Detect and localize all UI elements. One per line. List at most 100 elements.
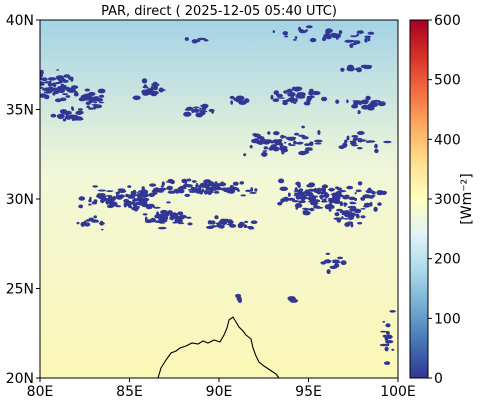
cloud-mask-patch [160,185,164,188]
cloud-mask-patch [169,217,175,220]
cloud-mask-patch [332,259,340,262]
cloud-mask-patch [142,86,149,89]
cloud-mask-patch [365,95,371,101]
cloud-mask-patch [177,211,184,216]
cloud-mask-patch [78,196,86,201]
cloud-mask-patch [328,208,332,212]
cloud-mask-patch [262,150,268,152]
cloud-mask-patch [84,88,91,92]
cloud-mask-patch [105,199,109,205]
cloud-mask-patch [348,196,356,201]
cloud-mask-patch [292,39,297,41]
cloud-mask-patch [220,218,226,222]
cloud-mask-patch [125,193,129,198]
cloud-mask-patch [391,348,395,351]
cloud-mask-patch [97,88,106,94]
cloud-mask-patch [325,28,333,34]
cloud-mask-patch [347,213,355,219]
y-tick-label: 25N [6,282,34,298]
cloud-mask-patch [367,31,375,35]
cloud-mask-patch [54,98,62,103]
cloud-mask-patch [357,181,363,186]
cloud-mask-patch [128,205,133,209]
cloud-mask-patch [343,202,348,206]
cloud-mask-patch [53,87,58,92]
cloud-mask-patch [284,35,289,38]
cloud-mask-patch [141,78,148,84]
x-axis: 80E 85E 90E 95E 100E [27,378,416,400]
cloud-mask-patch [288,92,296,97]
cloud-mask-patch [178,214,187,219]
cloud-mask-patch [92,185,98,188]
cloud-mask-patch [304,143,311,147]
cloud-mask-patch [316,190,321,195]
cloud-mask-patch [78,110,84,115]
cloud-mask-patch [297,200,306,204]
cloud-mask-patch [69,114,77,118]
cloud-mask-patch [279,146,283,151]
cloud-mask-patch [244,220,249,223]
cloud-mask-patch [85,223,89,226]
cloud-mask-patch [63,84,67,88]
cloud-mask-patch [346,135,350,141]
cloud-mask-patch [357,222,363,225]
cloud-mask-patch [356,67,362,73]
cloud-mask-patch [218,224,225,229]
cloud-mask-patch [321,184,329,189]
cloud-mask-patch [332,260,341,264]
cloud-mask-patch [29,87,36,90]
cloud-mask-patch [93,104,97,110]
cloud-mask-patch [243,153,247,157]
cloud-mask-patch [350,35,358,38]
cloud-mask-patch [40,81,45,86]
cloud-mask-patch [342,218,350,220]
cloud-mask-patch [50,113,57,118]
cloud-mask-patch [337,256,343,260]
cloud-mask-patch [70,76,74,82]
cloud-mask-patch [106,190,114,193]
cloud-mask-patch [367,37,371,42]
colorbar-tick-label: 300 [434,192,461,208]
cloud-mask-patch [296,197,303,200]
cloud-mask-patch [243,224,248,228]
cloud-mask-patch [270,94,274,100]
cloud-mask-patch [157,226,167,230]
cloud-mask-patch [296,143,303,145]
cloud-mask-patch [314,195,318,198]
cloud-mask-patch [277,97,285,99]
cloud-mask-patch [167,210,173,215]
cloud-mask-patch [353,40,361,44]
cloud-mask-patch [141,203,150,208]
cloud-mask-patch [290,95,294,98]
cloud-mask-patch [314,142,322,145]
cloud-mask-patch [280,134,285,139]
cloud-mask-patch [99,220,104,226]
cloud-mask-patch [257,136,265,140]
cloud-mask-patch [240,194,247,197]
cloud-mask-patch [348,217,355,220]
cloud-mask-patch [320,200,328,203]
cloud-mask-patch [334,263,340,268]
cloud-mask-patch [251,138,259,144]
cloud-mask-patch [61,112,65,115]
x-tick-label: 100E [380,384,416,400]
cloud-mask-patch [132,95,141,101]
cloud-mask-patch [195,184,200,187]
cloud-mask-patch [107,204,114,209]
cloud-mask-patch [304,148,314,151]
cloud-mask-patch [63,74,71,78]
cloud-mask-patch [294,192,298,195]
cloud-mask-patch [335,36,339,40]
cloud-mask-patch [361,100,369,102]
y-axis: 40N 35N 30N 25N 20N [6,13,40,387]
cloud-mask-patch [56,113,65,119]
cloud-mask-patch [97,189,106,192]
cloud-mask-patch [279,186,289,191]
cloud-mask-patch [115,191,120,195]
cloud-mask-patch [62,118,67,122]
cloud-mask-patch [335,186,339,189]
cloud-mask-patch [325,35,332,40]
cloud-mask-patch [367,103,375,109]
cloud-mask-patch [142,213,148,216]
colorbar-tick-label: 400 [434,132,461,148]
